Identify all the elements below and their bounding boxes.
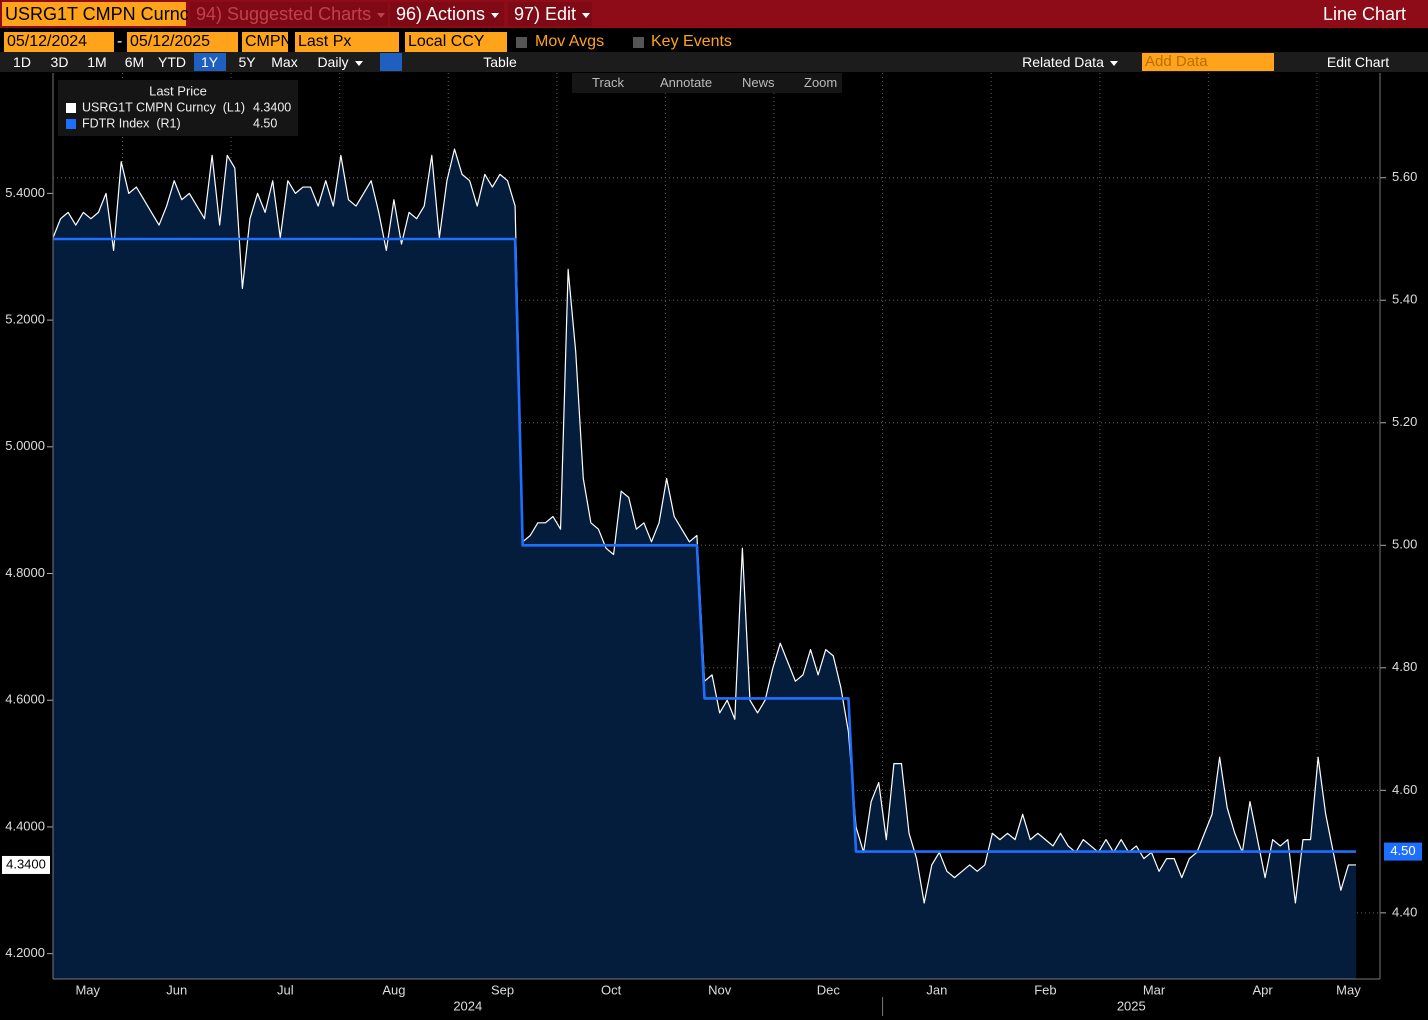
x-tick-label: Apr xyxy=(1253,982,1274,997)
year-label: 2024 xyxy=(453,998,482,1013)
toggle-label[interactable]: Mov Avgs xyxy=(535,33,605,50)
toggle-label[interactable]: Key Events xyxy=(651,33,732,50)
menu-label: 94) Suggested Charts xyxy=(196,4,372,24)
end-date[interactable]: 05/12/2025 xyxy=(127,32,238,52)
chart-tool[interactable]: Track xyxy=(592,75,625,90)
legend-title: Last Price xyxy=(149,83,207,98)
x-tick-label: Jul xyxy=(277,982,294,997)
last-value-box xyxy=(1384,842,1422,861)
menu-label: 96) Actions xyxy=(396,4,486,24)
y2-tick-label: 4.40 xyxy=(1392,904,1417,919)
caret xyxy=(582,12,591,18)
currency-select[interactable]: Local CCY xyxy=(405,32,507,52)
source-input[interactable]: CMPN xyxy=(242,32,292,52)
y2-tick-label: 4.60 xyxy=(1392,782,1417,797)
x-tick-label: Sep xyxy=(491,982,514,997)
caret xyxy=(1109,60,1118,66)
line-icon[interactable] xyxy=(380,53,402,71)
edit-chart[interactable]: Edit Chart xyxy=(1326,54,1390,70)
x-tick-label: Oct xyxy=(601,982,622,997)
period-button[interactable]: 6M xyxy=(124,54,145,70)
y2-tick-label: 5.20 xyxy=(1392,414,1417,429)
legend-value: 4.3400 xyxy=(253,100,291,114)
legend-label: USRG1T CMPN Curncy (L1) xyxy=(82,100,245,114)
period-button[interactable]: 3D xyxy=(50,54,69,70)
menu-label: 97) Edit xyxy=(514,4,577,24)
period-button[interactable]: 1M xyxy=(87,54,107,70)
checkbox[interactable] xyxy=(633,37,644,48)
menu-edit[interactable]: 97) Edit xyxy=(508,2,592,26)
chart-tool[interactable]: Zoom xyxy=(804,75,838,90)
last-value-box xyxy=(2,855,50,874)
area-fill xyxy=(53,149,1356,979)
legend-value: 4.50 xyxy=(253,116,277,130)
period-button[interactable]: Max xyxy=(271,54,298,70)
x-tick-label: Jan xyxy=(926,982,947,997)
start-date[interactable]: 05/12/2024 xyxy=(4,32,114,52)
y2-tick-label: 4.80 xyxy=(1392,659,1417,674)
y-tick-label: 4.8000 xyxy=(5,565,45,580)
field-input[interactable]: Last Px xyxy=(295,32,399,52)
x-tick-label: May xyxy=(1336,982,1361,997)
last-value-label: 4.3400 xyxy=(6,856,46,871)
year-label: 2025 xyxy=(1117,998,1146,1013)
frequency-label: Daily xyxy=(317,54,349,70)
x-tick-label: Aug xyxy=(382,982,405,997)
series-line xyxy=(53,237,1356,853)
legend-swatch xyxy=(66,103,76,113)
chart-tool[interactable]: News xyxy=(742,75,775,90)
y-tick-label: 4.2000 xyxy=(5,945,45,960)
view-name: Line Chart xyxy=(1322,4,1406,24)
add-data-input[interactable]: Add Data xyxy=(1142,53,1274,71)
last-value-label: 4.50 xyxy=(1390,843,1415,858)
period-button[interactable]: 1Y xyxy=(193,53,226,71)
y2-tick-label: 5.40 xyxy=(1392,292,1417,307)
frequency-select[interactable]: Daily xyxy=(310,53,370,71)
x-tick-label: May xyxy=(75,982,100,997)
x-tick-label: Nov xyxy=(708,982,732,997)
y-tick-label: 5.0000 xyxy=(5,438,45,453)
y2-tick-label: 5.60 xyxy=(1392,169,1417,184)
period-button[interactable]: 1D xyxy=(13,54,31,70)
x-tick-label: Mar xyxy=(1143,982,1166,997)
x-tick-label: Dec xyxy=(817,982,841,997)
menu-actions[interactable]: 96) Actions xyxy=(390,2,504,26)
date-separator: - xyxy=(117,33,123,50)
caret xyxy=(491,12,500,18)
x-tick-label: Feb xyxy=(1034,982,1056,997)
related-data[interactable]: Related Data xyxy=(1010,53,1130,71)
table-button[interactable]: Table xyxy=(483,54,517,70)
y-tick-label: 5.4000 xyxy=(5,185,45,200)
period-button[interactable]: YTD xyxy=(158,54,186,70)
legend-swatch xyxy=(66,119,76,129)
legend-box xyxy=(58,80,298,136)
x-tick-label: Jun xyxy=(166,982,187,997)
chart-tools xyxy=(572,73,842,93)
caret xyxy=(377,12,386,18)
related-label: Related Data xyxy=(1022,54,1104,70)
period-button[interactable]: 5Y xyxy=(238,54,256,70)
control-bar xyxy=(0,52,1428,72)
y-tick-label: 5.2000 xyxy=(5,312,45,327)
y-tick-label: 4.4000 xyxy=(5,818,45,833)
y-tick-label: 4.6000 xyxy=(5,692,45,707)
caret xyxy=(354,60,363,66)
security-input[interactable]: USRG1T CMPN Curnc xyxy=(2,2,189,26)
chart-tool[interactable]: Annotate xyxy=(660,75,713,90)
y2-tick-label: 5.00 xyxy=(1392,537,1417,552)
legend-label: FDTR Index (R1) xyxy=(82,116,181,130)
checkbox[interactable] xyxy=(516,37,527,48)
menu-suggested[interactable]: 94) Suggested Charts xyxy=(190,2,388,26)
